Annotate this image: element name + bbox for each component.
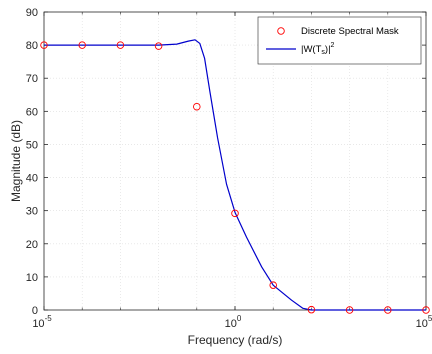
x-tick-label: 10-5 — [32, 314, 52, 330]
y-axis-ticks: 0 10 20 30 40 50 60 70 80 90 — [26, 7, 426, 317]
y-tick-label: 30 — [26, 206, 38, 218]
y-tick-label: 20 — [26, 239, 38, 251]
grid — [44, 12, 426, 310]
mask-point — [231, 209, 239, 218]
mask-point — [154, 42, 163, 50]
y-tick-label: 90 — [26, 7, 38, 19]
series-line-w — [44, 39, 426, 311]
mask-point — [78, 41, 86, 49]
legend-box — [257, 16, 422, 65]
legend-label-w: |W(Ts)|2 — [301, 42, 335, 56]
legend-label-mask: Discrete Spectral Mask — [301, 26, 399, 37]
y-tick-label: 50 — [26, 139, 38, 151]
y-tick-label: 80 — [26, 40, 38, 52]
y-tick-label: 0 — [32, 305, 38, 317]
y-tick-label: 60 — [26, 106, 38, 118]
mask-point — [116, 41, 125, 49]
y-tick-label: 10 — [26, 272, 38, 284]
y-axis-label: Magnitude (dB) — [9, 120, 23, 202]
y-tick-label: 40 — [26, 173, 38, 185]
x-axis-label: Frequency (rad/s) — [188, 333, 283, 347]
mask-point — [384, 306, 392, 314]
x-axis-ticks: 10-5 100 105 — [32, 12, 432, 330]
mask-point — [269, 281, 277, 289]
mask-point — [307, 305, 316, 314]
mask-point — [422, 306, 430, 314]
mask-point — [345, 306, 354, 314]
x-tick-label: 105 — [416, 314, 432, 330]
mask-point — [193, 102, 201, 111]
y-tick-label: 70 — [26, 73, 38, 85]
legend-marker-mask — [277, 27, 285, 35]
mask-point — [40, 41, 48, 49]
x-tick-label: 100 — [225, 314, 242, 330]
legend: Discrete Spectral Mask |W(Ts)|2 — [257, 16, 422, 65]
series-layer — [40, 39, 430, 314]
